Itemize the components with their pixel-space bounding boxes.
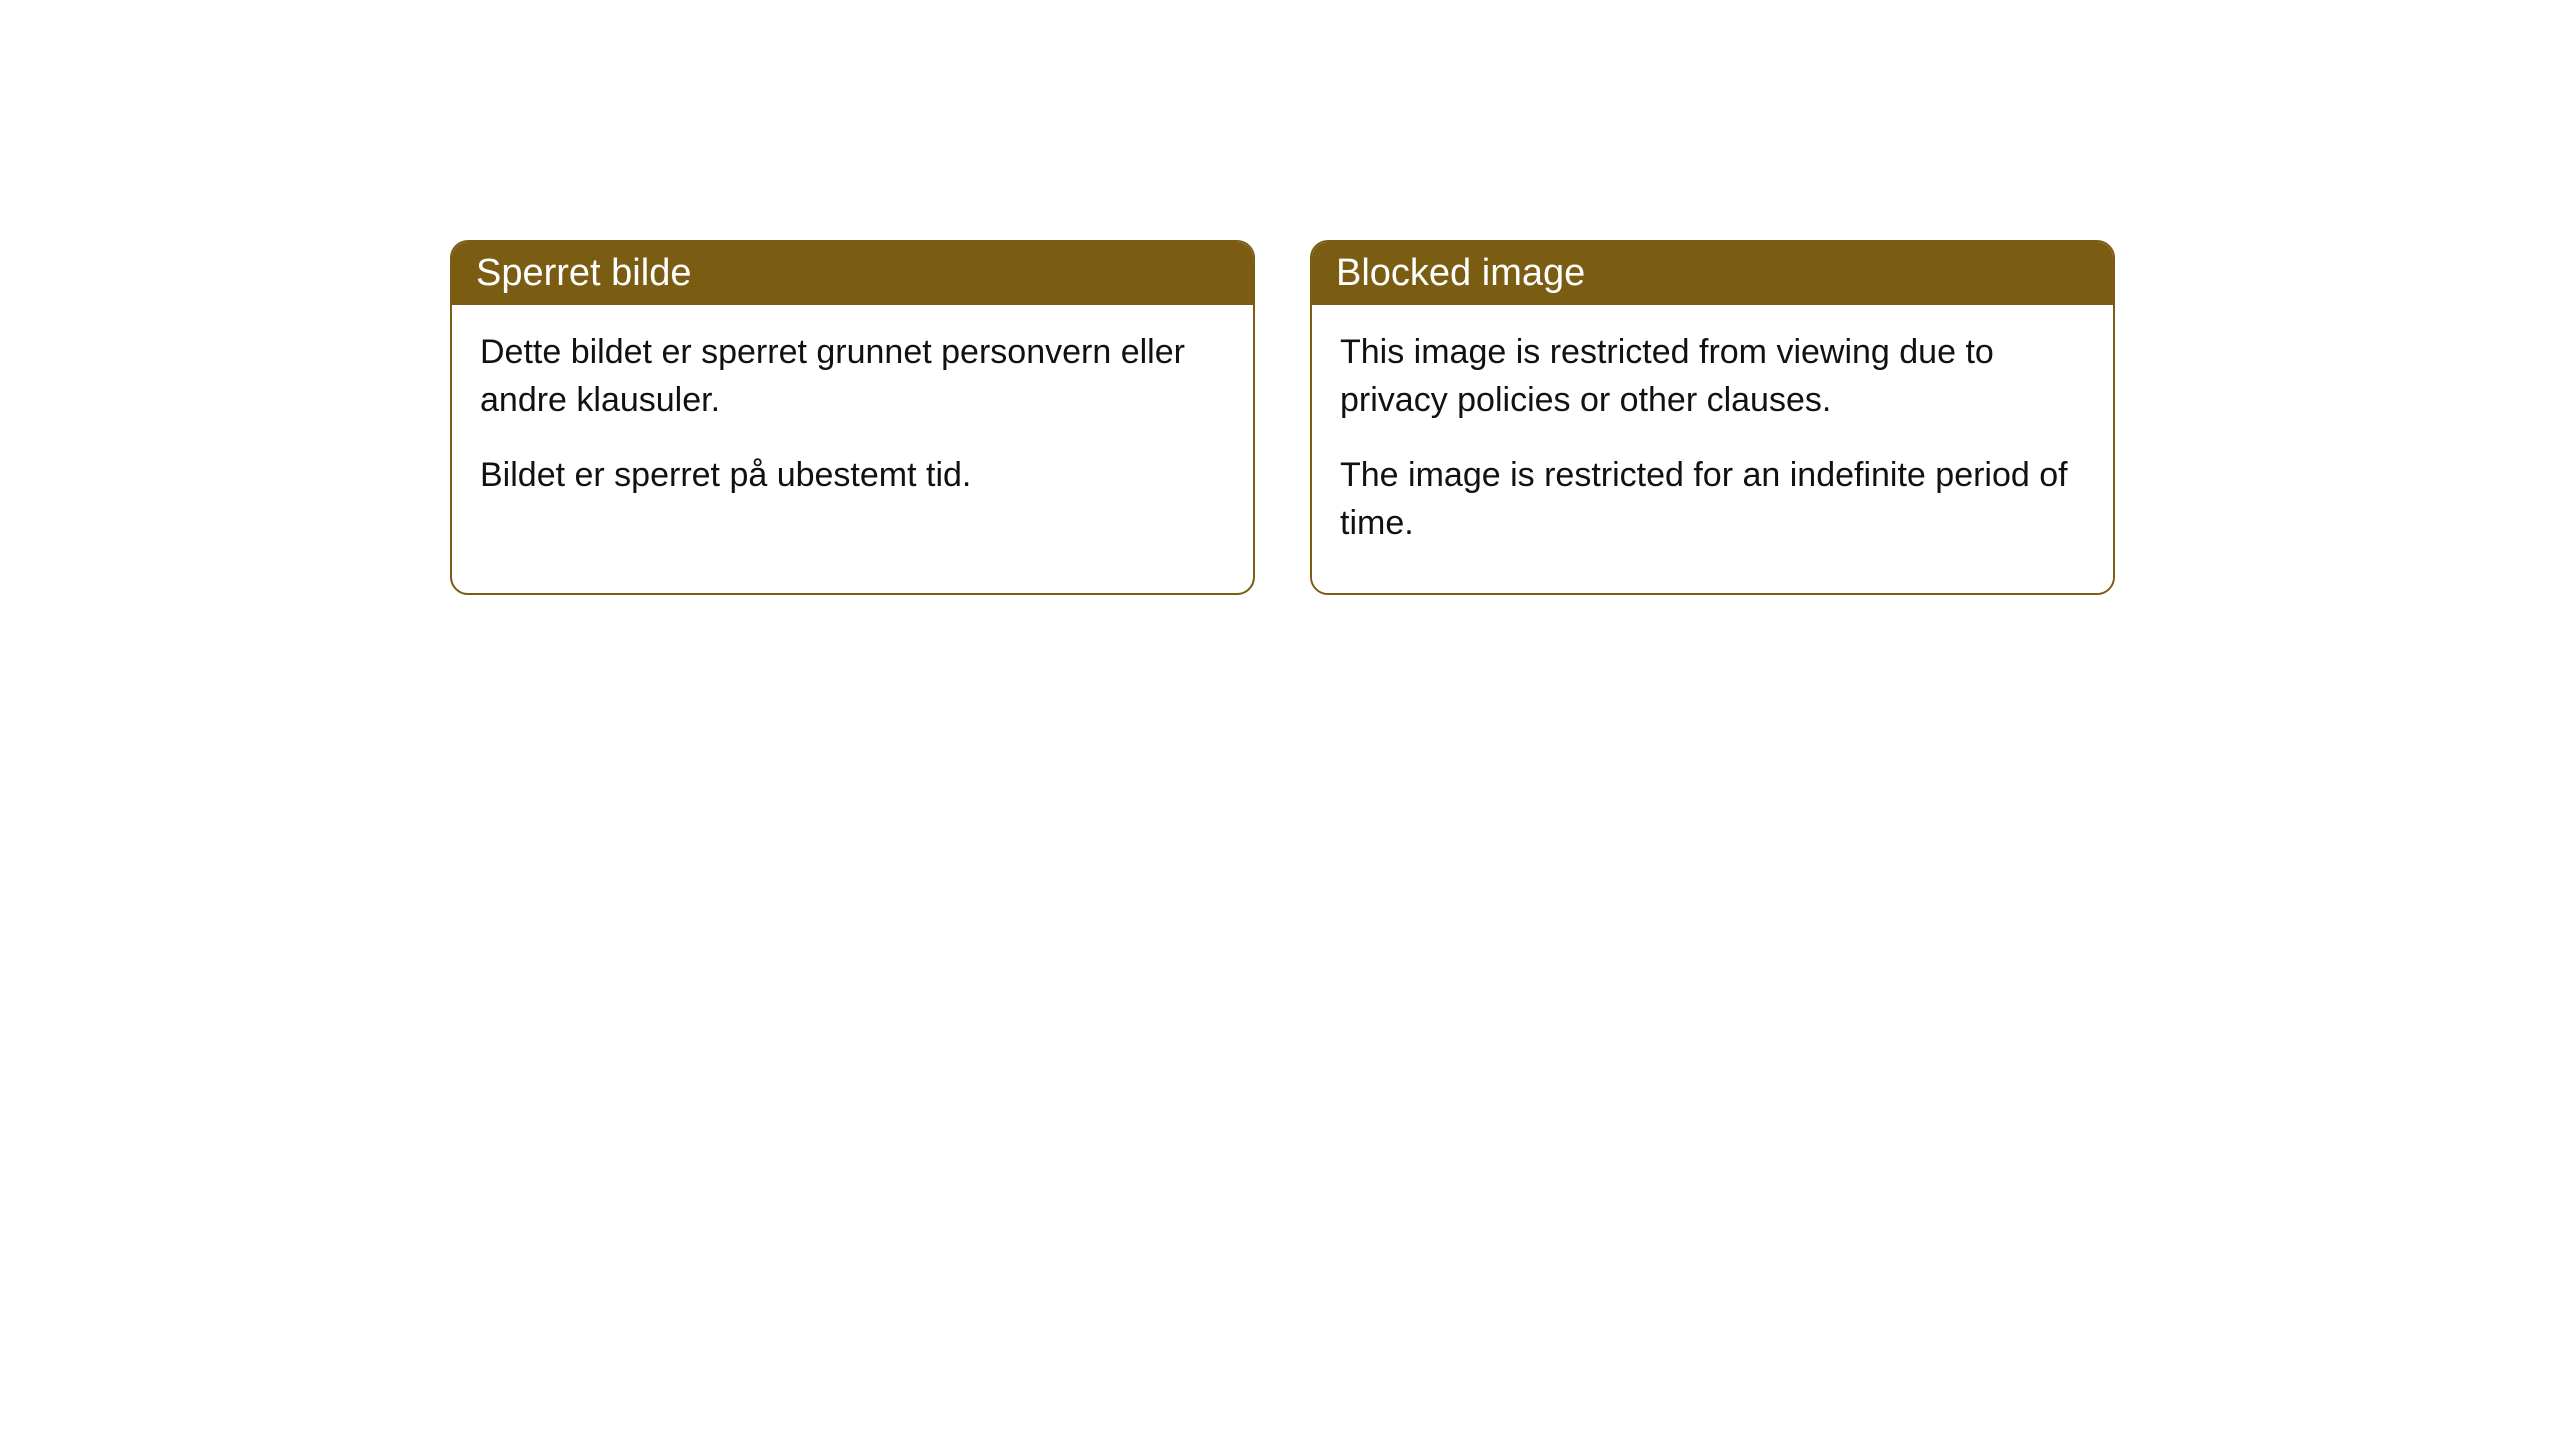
card-header: Blocked image bbox=[1312, 242, 2113, 305]
card-title: Sperret bilde bbox=[476, 252, 691, 294]
notice-container: Sperret bilde Dette bildet er sperret gr… bbox=[0, 0, 2560, 595]
card-paragraph: This image is restricted from viewing du… bbox=[1340, 329, 2085, 424]
notice-card-norwegian: Sperret bilde Dette bildet er sperret gr… bbox=[450, 240, 1255, 595]
card-paragraph: Bildet er sperret på ubestemt tid. bbox=[480, 452, 1225, 500]
card-paragraph: The image is restricted for an indefinit… bbox=[1340, 452, 2085, 547]
card-paragraph: Dette bildet er sperret grunnet personve… bbox=[480, 329, 1225, 424]
card-body: This image is restricted from viewing du… bbox=[1312, 305, 2113, 593]
card-title: Blocked image bbox=[1336, 252, 1585, 294]
card-body: Dette bildet er sperret grunnet personve… bbox=[452, 305, 1253, 546]
notice-card-english: Blocked image This image is restricted f… bbox=[1310, 240, 2115, 595]
card-header: Sperret bilde bbox=[452, 242, 1253, 305]
